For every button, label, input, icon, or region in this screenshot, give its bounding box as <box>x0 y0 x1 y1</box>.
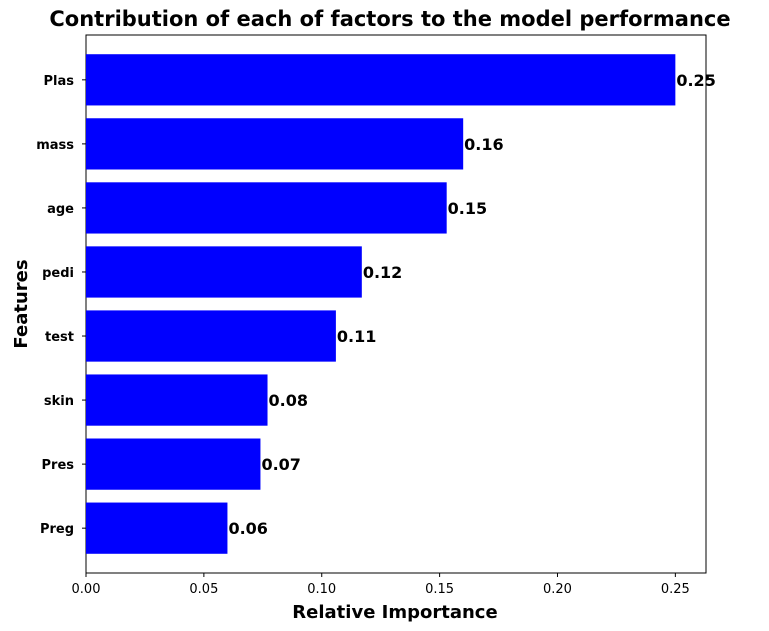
data-label: 0.25 <box>676 71 715 90</box>
category-label: age <box>47 202 74 217</box>
data-label: 0.07 <box>261 455 300 474</box>
bar-plas <box>86 54 676 106</box>
data-label: 0.15 <box>448 199 487 218</box>
bar-mass <box>86 118 464 170</box>
bar-skin <box>86 374 268 426</box>
bar-pres <box>86 438 261 490</box>
category-label: pedi <box>42 266 74 281</box>
category-label: test <box>45 330 74 345</box>
data-label: 0.08 <box>269 391 308 410</box>
chart-title: Contribution of each of factors to the m… <box>49 7 730 31</box>
bar-pedi <box>86 246 362 298</box>
x-tick-label: 0.25 <box>661 582 690 597</box>
bar-preg <box>86 502 228 554</box>
category-label: Plas <box>44 74 75 89</box>
category-label: Pres <box>42 458 75 473</box>
plot-area <box>85 34 707 574</box>
bar-test <box>86 310 336 362</box>
x-axis-label: Relative Importance <box>292 602 497 623</box>
bar-age <box>86 182 447 234</box>
x-tick-label: 0.10 <box>307 582 336 597</box>
category-label: mass <box>36 138 74 153</box>
y-axis-label: Features <box>11 259 32 348</box>
x-ticks: 0.00 0.05 0.10 0.15 0.20 0.25 <box>72 573 690 597</box>
category-label: Preg <box>40 522 74 537</box>
bars-group: 0.25 0.16 0.15 0.12 0.11 0.08 0.07 0.06 <box>86 54 716 554</box>
x-tick-label: 0.05 <box>189 582 218 597</box>
x-tick-label: 0.15 <box>425 582 454 597</box>
data-label: 0.11 <box>337 327 376 346</box>
x-tick-label: 0.20 <box>543 582 572 597</box>
category-label: skin <box>44 394 74 409</box>
x-tick-label: 0.00 <box>72 582 101 597</box>
data-label: 0.12 <box>363 263 402 282</box>
data-label: 0.06 <box>228 519 267 538</box>
data-label: 0.16 <box>464 135 503 154</box>
category-labels: Plas mass age pedi test skin Pres Preg <box>36 74 86 537</box>
